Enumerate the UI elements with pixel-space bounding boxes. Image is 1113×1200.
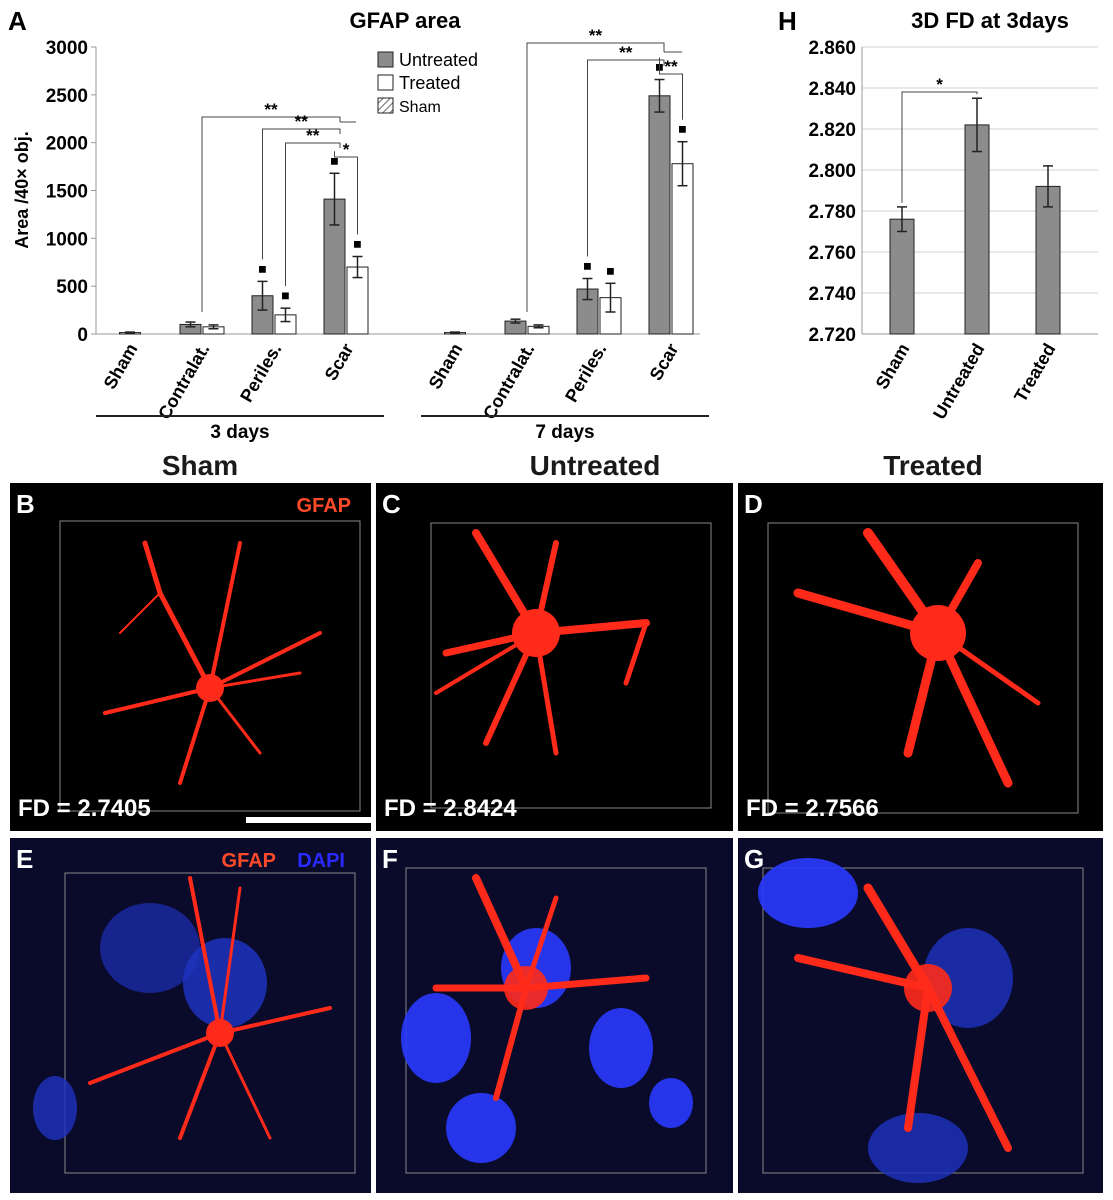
significance-marker: ■ (583, 258, 591, 274)
significance-marker: ■ (330, 152, 338, 168)
y-tick-label-h: 2.780 (808, 202, 856, 223)
gfap-label: GFAP (296, 495, 351, 517)
y-tick-label-h: 2.720 (808, 325, 856, 346)
y-tick-label-a: 1000 (46, 229, 88, 250)
significance-label: ** (306, 126, 320, 145)
significance-label: ** (664, 57, 678, 76)
chart-title-a: GFAP area (350, 8, 462, 33)
column-title-untreated: Untreated (529, 450, 661, 481)
y-tick-label-a: 500 (56, 277, 88, 298)
chart-title-h: 3D FD at 3days (911, 8, 1069, 33)
significance-marker: ■ (353, 236, 361, 252)
bar-h (964, 124, 990, 335)
significance-bracket (334, 151, 358, 235)
image-panel-c: C FD = 2.8424 (376, 483, 733, 831)
y-tick-label-h: 2.740 (808, 284, 856, 305)
gfap-label-e: GFAP (221, 850, 276, 872)
image-panel-d: D FD = 2.7566 (738, 483, 1103, 831)
significance-bracket-h (901, 91, 978, 203)
y-tick-label-a: 2500 (46, 86, 88, 107)
panel-label-c: C (382, 489, 401, 519)
panel-label-f: F (382, 844, 398, 874)
group-label: 3 days (210, 422, 269, 443)
y-tick-label-a: 2000 (46, 134, 88, 155)
x-tick-label-h: Untreated (929, 340, 988, 423)
legend-swatch (377, 51, 394, 68)
image-panel-g: G (738, 838, 1103, 1193)
legend-label: Sham (399, 99, 441, 116)
legend-swatch (377, 74, 394, 91)
significance-marker: ■ (606, 262, 614, 278)
x-tick-label-a: Contralat. (479, 340, 538, 423)
bar (671, 163, 694, 335)
astrocyte-image-c (430, 522, 712, 809)
bar (648, 95, 671, 335)
panel-label-b: B (16, 489, 35, 519)
scale-bar (246, 817, 371, 823)
astrocyte-image-d (767, 522, 1079, 814)
panel-letter-a: A (8, 6, 27, 36)
y-tick-label-a: 1500 (46, 182, 88, 203)
panel-label-e: E (16, 844, 34, 874)
x-tick-label-a: Sham (100, 340, 142, 392)
y-axis-label-a: Area /40× obj. (12, 131, 32, 249)
significance-label: ** (589, 26, 603, 45)
astrocyte-dapi-image-e (33, 872, 356, 1174)
astrocyte-image-b (59, 520, 361, 812)
astrocyte-dapi-image-g (758, 858, 1084, 1183)
charts-area: A GFAP area 0 500 1000 1500 2000 2500 3000 Area /… (8, 6, 1098, 443)
image-panel-f: F (376, 838, 733, 1193)
x-tick-label-a: Contralat. (154, 340, 213, 423)
astrocyte-dapi-image-f (401, 867, 707, 1174)
significance-marker: ■ (258, 260, 266, 276)
column-title-treated: Treated (883, 450, 983, 481)
y-tick-label-h: 2.860 (808, 38, 856, 59)
x-tick-label-h: Treated (1010, 340, 1059, 405)
x-tick-label-a: Scar (321, 340, 358, 384)
fd-value-d: FD = 2.7566 (746, 795, 879, 822)
significance-bracket (285, 142, 341, 287)
x-tick-label-a: Periles. (561, 340, 610, 405)
y-tick-label-h: 2.800 (808, 161, 856, 182)
significance-label: ** (619, 43, 633, 62)
x-tick-label-h: Sham (872, 340, 914, 392)
dapi-label: DAPI (297, 850, 345, 872)
legend-swatch (377, 97, 394, 114)
significance-label-h: * (936, 75, 943, 94)
fd-value-b: FD = 2.7405 (18, 795, 151, 822)
group-label: 7 days (535, 422, 594, 443)
panel-letter-h: H (778, 6, 797, 36)
significance-bracket (526, 42, 665, 312)
y-tick-label-h: 2.820 (808, 120, 856, 141)
significance-bracket (262, 128, 341, 260)
x-tick-label-a: Scar (646, 340, 683, 384)
significance-marker: ■ (281, 287, 289, 303)
panel-label-g: G (744, 844, 765, 874)
significance-label: ** (295, 112, 309, 131)
bar-h (1035, 185, 1061, 335)
significance-bracket (201, 116, 341, 312)
y-tick-label-a: 0 (77, 325, 88, 346)
y-tick-label-a: 3000 (46, 38, 88, 59)
significance-marker: ■ (678, 121, 686, 137)
x-tick-label-a: Sham (425, 340, 467, 392)
significance-bracket (587, 59, 665, 257)
significance-label: ** (264, 100, 278, 119)
y-tick-label-h: 2.840 (808, 79, 856, 100)
x-tick-label-a: Periles. (236, 340, 285, 405)
legend-label: Treated (399, 73, 460, 93)
fd-value-c: FD = 2.8424 (384, 795, 517, 822)
image-panel-b: B GFAP FD = 2.7405 (10, 483, 371, 831)
legend-label: Untreated (399, 50, 478, 70)
panel-label-d: D (744, 489, 763, 519)
significance-label: * (343, 140, 350, 159)
y-tick-label-h: 2.760 (808, 243, 856, 264)
bar-h (889, 218, 915, 335)
image-panel-e: E GFAP DAPI (10, 838, 371, 1193)
significance-bracket (659, 57, 683, 120)
column-title-sham: Sham (161, 450, 239, 481)
